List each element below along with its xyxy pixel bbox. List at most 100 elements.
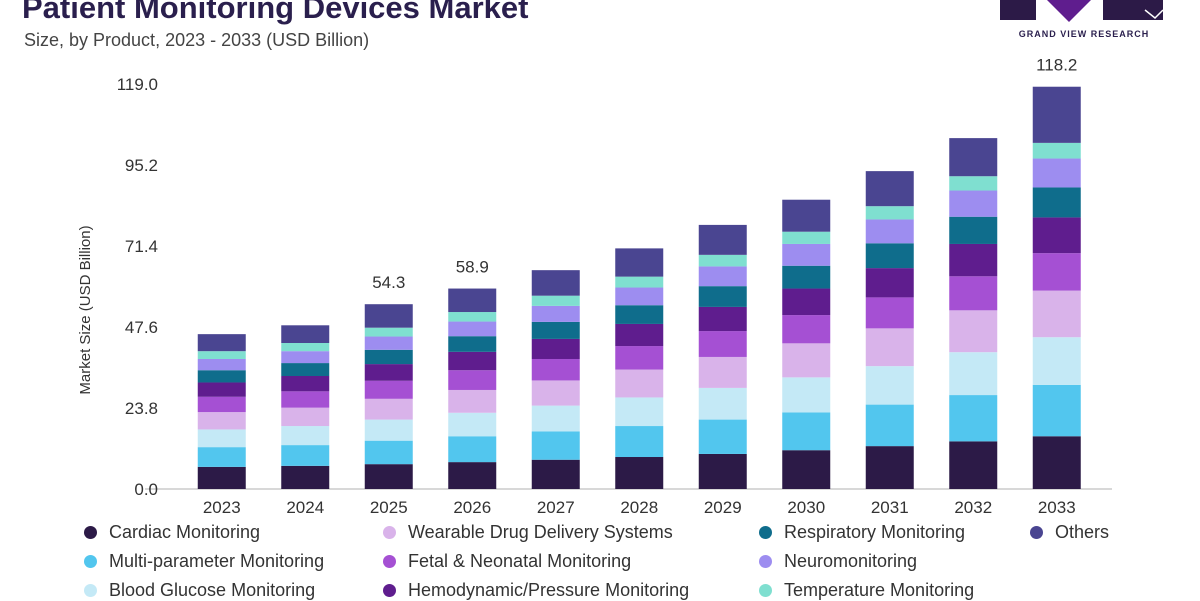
bar-segment xyxy=(531,405,580,432)
legend-item: Neuromonitoring xyxy=(759,551,917,572)
bar-segment xyxy=(281,376,330,392)
legend-item: Multi-parameter Monitoring xyxy=(84,551,324,572)
y-axis-title: Market Size (USD Billion) xyxy=(77,225,94,394)
bar-segment xyxy=(1032,253,1081,291)
brand-name: GRAND VIEW RESEARCH xyxy=(1018,29,1150,39)
bar-segment xyxy=(698,419,747,454)
bar-segment xyxy=(364,336,413,350)
legend-label: Multi-parameter Monitoring xyxy=(109,551,325,571)
bar-segment xyxy=(782,343,831,378)
bar-segment xyxy=(865,268,914,298)
bar-segment xyxy=(615,305,664,324)
bar-segment xyxy=(615,248,664,277)
x-tick-label: 2026 xyxy=(453,498,491,517)
bar-segment xyxy=(197,447,246,467)
y-tick-label: 47.6 xyxy=(125,318,158,337)
bar-segment xyxy=(782,265,831,289)
legend-swatch xyxy=(84,584,97,597)
bar-segment xyxy=(698,387,747,420)
bar-segment xyxy=(865,243,914,269)
bar-segment xyxy=(364,440,413,465)
bar-segment xyxy=(782,377,831,413)
bar-segment xyxy=(865,171,914,207)
legend-item: Fetal & Neonatal Monitoring xyxy=(383,551,631,572)
bar-segment xyxy=(364,464,413,489)
legend-item: Hemodynamic/Pressure Monitoring xyxy=(383,580,689,601)
bar-segment xyxy=(1032,187,1081,218)
bar-segment xyxy=(197,358,246,371)
bar-segment xyxy=(197,412,246,430)
x-tick-label: 2030 xyxy=(787,498,825,517)
legend-label: Blood Glucose Monitoring xyxy=(109,580,316,600)
bar-segment xyxy=(782,315,831,344)
bar-segment xyxy=(448,288,497,313)
bar-segment xyxy=(615,346,664,370)
bar-segment xyxy=(1032,436,1081,489)
bar-segment xyxy=(698,331,747,357)
bar-segment xyxy=(949,310,998,353)
bar-segment xyxy=(448,389,497,413)
bar-segment xyxy=(615,287,664,306)
total-value-label: 118.2 xyxy=(1036,56,1077,75)
bar-segment xyxy=(281,351,330,364)
bar-segment xyxy=(698,254,747,267)
bar-segment xyxy=(615,457,664,489)
bar-segment xyxy=(364,364,413,381)
bar-segment xyxy=(949,441,998,489)
bar-segment xyxy=(698,356,747,388)
legend-swatch xyxy=(383,555,396,568)
grand-view-research-logo xyxy=(1000,0,1164,22)
bar-segment xyxy=(698,306,747,332)
bar-segment xyxy=(281,407,330,427)
y-tick-label: 71.4 xyxy=(125,237,158,256)
bar-segment xyxy=(364,304,413,328)
bar-segment xyxy=(197,396,246,413)
bar-segment xyxy=(531,380,580,406)
legend-swatch xyxy=(759,584,772,597)
bar-segment xyxy=(1032,290,1081,338)
bar-segment xyxy=(448,412,497,437)
bar-segment xyxy=(531,338,580,359)
y-tick-label: 0.0 xyxy=(134,480,158,499)
bar-segment xyxy=(281,445,330,466)
bar-segment xyxy=(364,327,413,337)
bar-segment xyxy=(281,363,330,377)
bar-segment xyxy=(949,216,998,244)
bar-segment xyxy=(698,224,747,255)
stacked-bar-chart: Market Size (USD Billion) 0.0 23.8 47.6 71.… xyxy=(77,56,1112,517)
bar-segment xyxy=(281,342,330,352)
legend-item: Blood Glucose Monitoring xyxy=(84,580,315,601)
bar-segment xyxy=(865,206,914,220)
y-tick-label: 119.0 xyxy=(117,75,158,94)
bar-segment xyxy=(448,351,497,371)
bar-segment xyxy=(865,404,914,447)
bar-segment xyxy=(949,176,998,191)
bar-segment xyxy=(615,397,664,427)
bar-segment xyxy=(448,336,497,352)
bar-segment xyxy=(615,323,664,347)
legend-item: Temperature Monitoring xyxy=(759,580,974,601)
bar-segment xyxy=(531,295,580,306)
x-tick-label: 2023 xyxy=(203,498,241,517)
bar-segment xyxy=(197,334,246,352)
x-tick-label: 2028 xyxy=(620,498,658,517)
bar-segment xyxy=(197,382,246,397)
chart-subtitle: Size, by Product, 2023 - 2033 (USD Billi… xyxy=(24,30,370,50)
bar-segment xyxy=(197,429,246,448)
legend-label: Neuromonitoring xyxy=(784,551,918,571)
total-value-label: 54.3 xyxy=(372,273,405,292)
bar-segment xyxy=(782,243,831,266)
legend-swatch xyxy=(383,584,396,597)
x-tick-label: 2031 xyxy=(871,498,909,517)
legend-swatch xyxy=(759,555,772,568)
bar-segment xyxy=(197,351,246,359)
bar-segment xyxy=(698,453,747,489)
y-tick-label: 95.2 xyxy=(125,156,158,175)
bar-segment xyxy=(865,328,914,367)
bar-segment xyxy=(782,412,831,451)
x-tick-label: 2029 xyxy=(704,498,742,517)
bar-segment xyxy=(615,369,664,398)
bar-segment xyxy=(448,462,497,489)
bar-segment xyxy=(1032,217,1081,254)
bar-segment xyxy=(531,459,580,489)
